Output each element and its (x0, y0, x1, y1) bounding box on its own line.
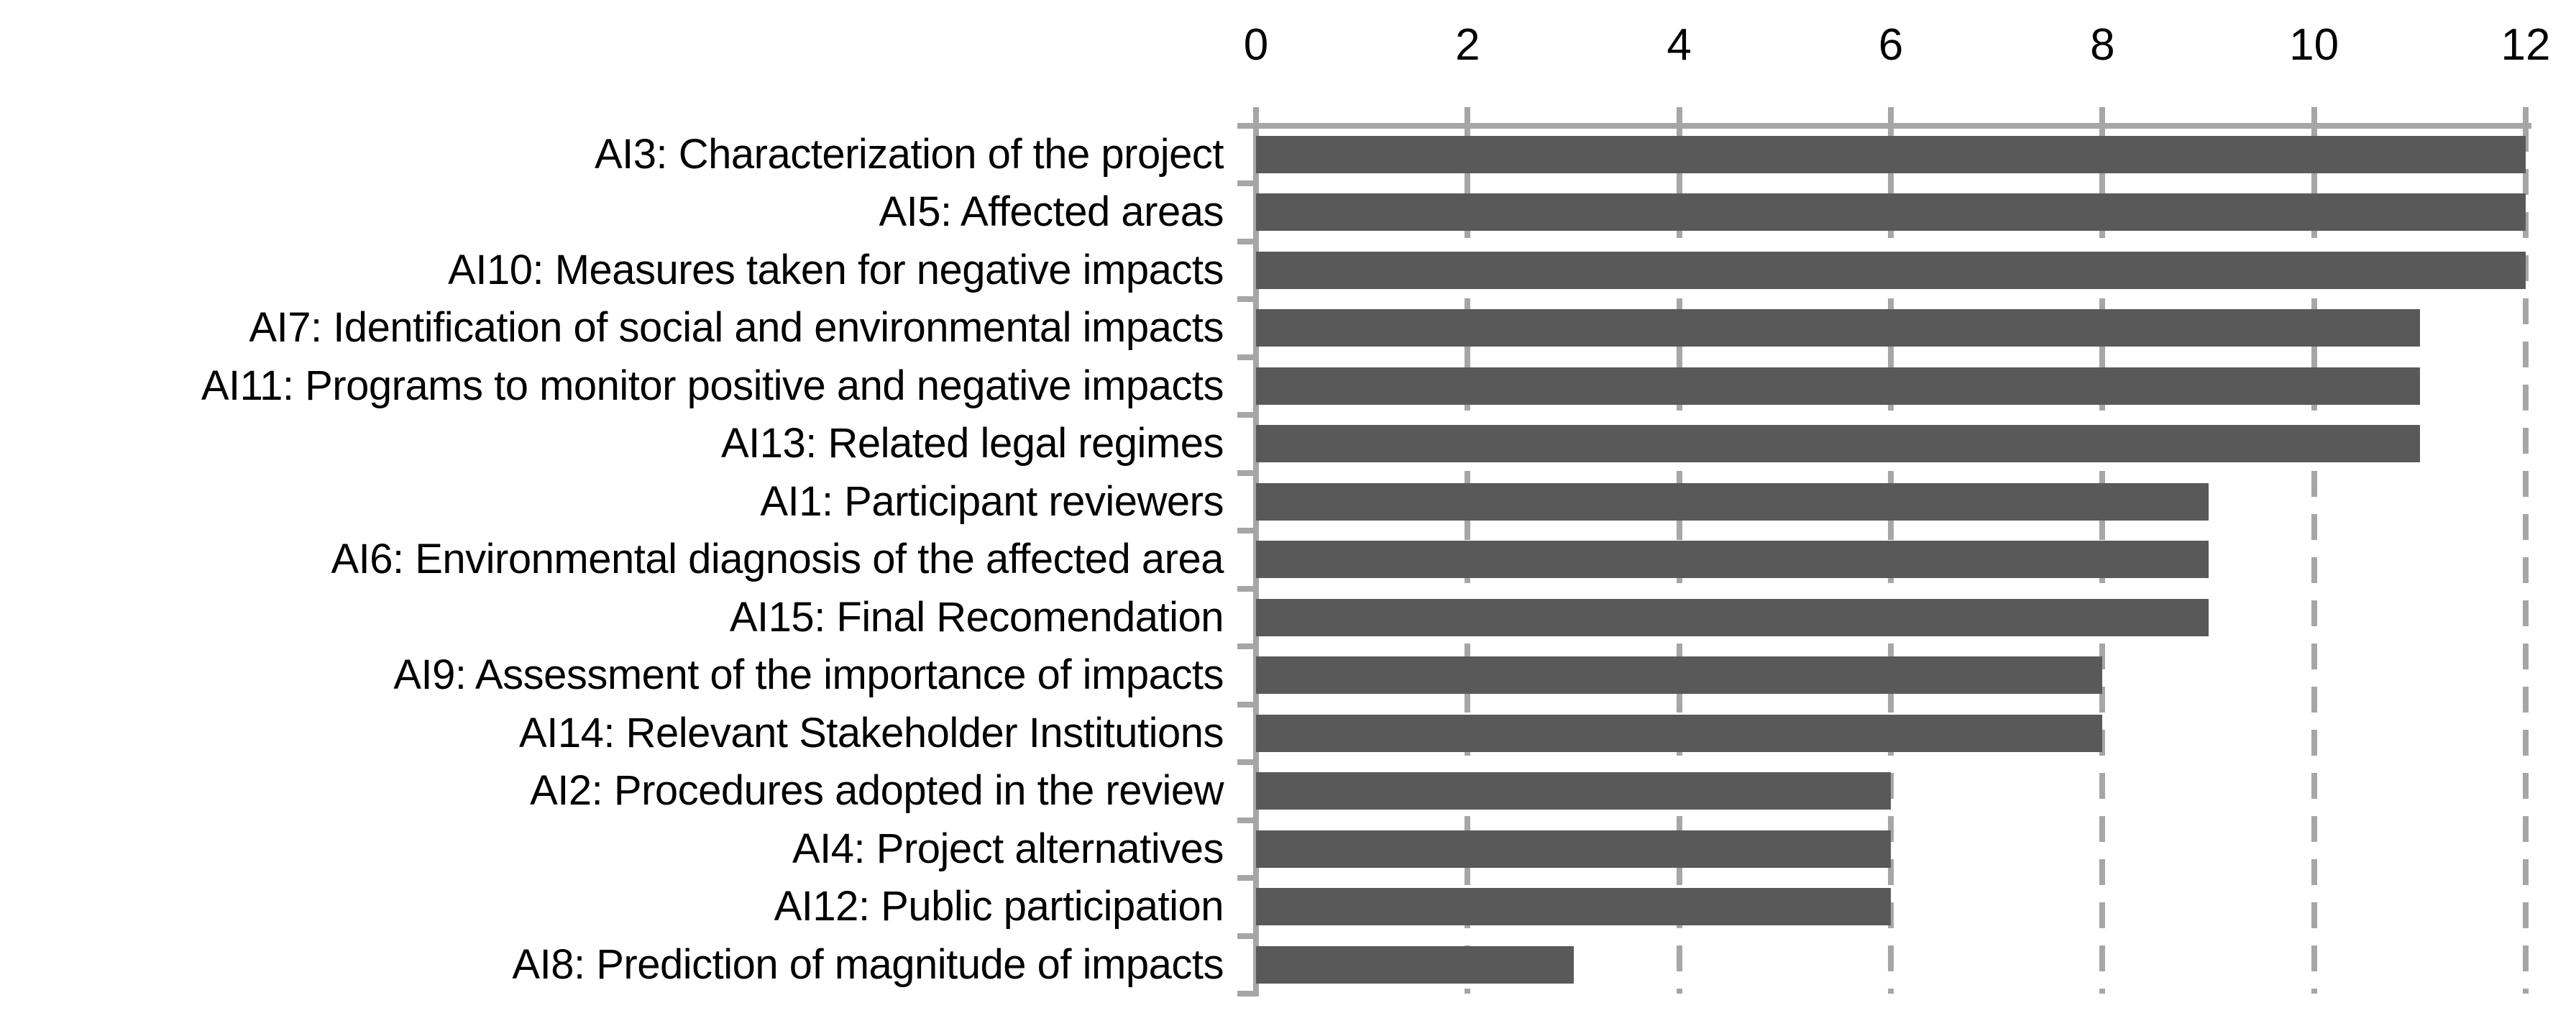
bar (1256, 367, 2420, 405)
bar (1256, 888, 1891, 926)
vertical-gridline (2523, 126, 2529, 994)
y-axis-tick (1237, 296, 1255, 303)
x-tick-label: 8 (2090, 20, 2115, 70)
x-tick-label: 2 (1455, 20, 1480, 70)
y-axis-tick (1237, 643, 1255, 650)
bar (1256, 830, 1891, 868)
category-label: AI10: Measures taken for negative impact… (448, 246, 1224, 293)
category-label: AI5: Affected areas (879, 188, 1224, 236)
x-axis-tick (1465, 107, 1471, 152)
bar (1256, 772, 1891, 810)
category-label: AI13: Related legal regimes (720, 420, 1224, 467)
category-label: AI1: Participant reviewers (760, 477, 1224, 525)
y-axis-tick (1237, 528, 1255, 534)
y-axis-tick (1237, 759, 1255, 766)
x-tick-label: 6 (1878, 20, 1904, 70)
bar (1256, 309, 2420, 347)
x-axis-tick (1676, 107, 1682, 152)
x-axis-tick (2099, 107, 2106, 152)
bar (1256, 136, 2526, 173)
x-axis-tick (1253, 107, 1259, 152)
bar (1256, 193, 2526, 232)
y-axis-tick (1237, 238, 1255, 244)
category-label: AI9: Assessment of the importance of imp… (393, 651, 1224, 699)
category-label: AI14: Relevant Stakeholder Institutions (519, 709, 1224, 756)
category-label: AI4: Project alternatives (792, 825, 1224, 872)
y-axis-tick (1237, 180, 1255, 187)
vertical-gridline (2311, 126, 2317, 994)
category-label: AI3: Characterization of the project (594, 131, 1224, 178)
y-axis-tick (1237, 817, 1255, 823)
y-axis-tick (1237, 412, 1255, 418)
x-axis-tick (2523, 107, 2529, 152)
category-label: AI7: Identification of social and enviro… (249, 304, 1224, 352)
category-label: AI12: Public participation (774, 883, 1224, 930)
y-axis-tick (1237, 875, 1255, 881)
x-tick-label: 10 (2289, 20, 2339, 70)
y-axis-tick (1237, 933, 1255, 939)
y-axis-tick (1237, 701, 1255, 707)
plot-area (1237, 107, 2531, 997)
x-tick-label: 0 (1243, 20, 1269, 70)
category-label: AI8: Prediction of magnitude of impacts (512, 940, 1224, 988)
y-axis-tick (1237, 991, 1255, 997)
y-axis-tick (1237, 470, 1255, 476)
bar (1256, 482, 2209, 521)
bar (1256, 541, 2209, 579)
category-label: AI6: Environmental diagnosis of the affe… (331, 536, 1224, 583)
bar (1256, 714, 2103, 752)
y-axis-tick (1237, 354, 1255, 360)
category-label: AI11: Programs to monitor positive and n… (201, 362, 1224, 409)
x-axis-tick (2311, 107, 2317, 152)
x-tick-label: 4 (1667, 20, 1692, 70)
bar (1256, 945, 1574, 984)
bar (1256, 425, 2420, 463)
x-tick-label: 12 (2501, 20, 2551, 70)
bar (1256, 656, 2103, 695)
y-axis-tick (1237, 123, 1255, 129)
category-label: AI15: Final Recomendation (729, 593, 1224, 641)
category-label: AI2: Procedures adopted in the review (530, 767, 1224, 815)
y-axis-tick (1237, 585, 1255, 592)
bar (1256, 251, 2526, 289)
bar (1256, 598, 2209, 636)
x-axis-tick (1888, 107, 1894, 152)
